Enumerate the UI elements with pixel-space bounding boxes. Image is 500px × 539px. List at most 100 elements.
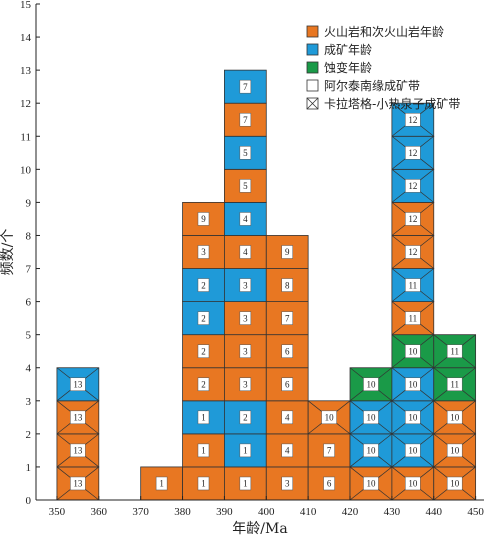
cell-label-box <box>197 476 210 491</box>
x-tick-label: 410 <box>300 506 317 518</box>
cell-label-box <box>405 278 421 292</box>
cell-label: 10 <box>450 479 460 489</box>
cell-label: 13 <box>73 379 83 389</box>
legend-item-altay: 阿尔泰南缘成矿带 <box>306 78 420 93</box>
cell-label-box <box>239 410 252 425</box>
cell-label: 2 <box>201 379 206 389</box>
cell-label: 12 <box>408 214 417 224</box>
cell-label: 10 <box>366 413 376 423</box>
cell-label-box <box>405 410 421 425</box>
cell-label: 9 <box>201 214 206 224</box>
x-tick-label: 390 <box>216 506 233 518</box>
y-tick-label: 10 <box>20 164 32 176</box>
y-tick-label: 0 <box>26 495 32 507</box>
cell-label-box <box>405 443 421 458</box>
y-tick-label: 1 <box>26 462 32 474</box>
x-tick-label: 400 <box>258 506 275 518</box>
cell-label: 4 <box>243 247 248 257</box>
cell-label: 12 <box>408 115 417 125</box>
cell-label: 1 <box>243 446 248 456</box>
cell-label-box <box>281 443 293 458</box>
y-tick-label: 11 <box>20 131 31 143</box>
bar-350: 13 13 13 13 <box>56 367 100 501</box>
y-tick-label: 15 <box>20 0 32 11</box>
cell-label: 3 <box>285 479 290 489</box>
cell-label: 10 <box>366 479 376 489</box>
cell-label-box <box>323 476 335 491</box>
cell-label: 11 <box>408 313 417 323</box>
x-tick-label: 450 <box>467 506 484 518</box>
cell-label: 10 <box>450 446 460 456</box>
cell-label: 10 <box>325 413 335 423</box>
cell-label: 6 <box>327 479 332 489</box>
cell-label-box <box>281 245 293 259</box>
bar-410: 6 7 10 <box>307 400 351 501</box>
cell-label-box <box>363 476 379 491</box>
cell-label: 13 <box>73 413 83 423</box>
cell-label-box <box>155 476 168 491</box>
cell-label: 4 <box>243 214 248 224</box>
cell-label-box <box>405 112 421 127</box>
cell-label: 2 <box>243 413 248 423</box>
cell-label-box <box>239 278 252 292</box>
y-axis-title: 频数/个 <box>0 229 16 276</box>
legend-label: 卡拉塔格-小热泉子成矿带 <box>324 96 460 111</box>
bar-cell <box>224 301 267 336</box>
x-tick-label: 370 <box>132 506 149 518</box>
cell-label-box <box>281 476 293 491</box>
cell-label-box <box>405 377 421 392</box>
cell-label-box <box>405 146 421 160</box>
cell-label-box <box>281 278 293 292</box>
cell-label-box <box>446 410 463 425</box>
cell-label: 10 <box>408 479 418 489</box>
cell-label: 9 <box>285 247 290 257</box>
cell-label: 2 <box>201 280 206 290</box>
cell-label-box <box>197 278 210 292</box>
cell-label: 2 <box>201 313 206 323</box>
cell-label: 7 <box>243 115 248 125</box>
cell-label: 3 <box>201 247 206 257</box>
cell-label-box <box>239 212 252 226</box>
cell-label: 11 <box>450 346 459 356</box>
legend-swatch <box>306 61 319 74</box>
cell-label: 13 <box>73 446 83 456</box>
bar-380: 1 1 1 2 2 2 2 3 9 <box>182 201 225 501</box>
cell-label: 11 <box>450 379 459 389</box>
cell-label-box <box>70 377 86 392</box>
cell-label-box <box>446 344 463 358</box>
cell-label-box <box>197 443 210 458</box>
cell-label-box <box>197 377 210 392</box>
x-tick-label: 350 <box>49 506 66 518</box>
y-tick-label: 14 <box>20 32 32 44</box>
cell-label: 8 <box>285 280 290 290</box>
cell-label: 3 <box>243 379 248 389</box>
x-axis-title: 年龄/Ma <box>232 521 287 537</box>
legend-item-kalatag: 卡拉塔格-小热泉子成矿带 <box>306 96 460 111</box>
y-tick-label: 7 <box>26 264 32 276</box>
cell-label: 3 <box>243 346 248 356</box>
cell-label-box <box>405 179 421 193</box>
cell-label: 3 <box>243 313 248 323</box>
y-tick-label: 3 <box>26 396 32 408</box>
cell-label: 5 <box>243 148 248 158</box>
cell-label-box <box>363 377 379 392</box>
cell-label: 10 <box>408 346 418 356</box>
cell-label: 7 <box>243 82 248 92</box>
cell-label-box <box>405 311 421 325</box>
cell-label: 4 <box>285 446 290 456</box>
cell-label: 1 <box>201 479 206 489</box>
cell-label: 10 <box>450 413 460 423</box>
bar-440: 10 10 10 11 11 <box>433 334 477 501</box>
legend-label: 蚀变年龄 <box>324 60 372 75</box>
cell-label: 10 <box>408 413 418 423</box>
cell-label-box <box>405 476 421 491</box>
cell-label: 10 <box>408 446 418 456</box>
x-tick-label: 380 <box>174 506 191 518</box>
cell-label-box <box>70 476 86 491</box>
cell-label: 6 <box>285 379 290 389</box>
legend-swatch <box>306 79 319 92</box>
cell-label: 10 <box>408 379 418 389</box>
